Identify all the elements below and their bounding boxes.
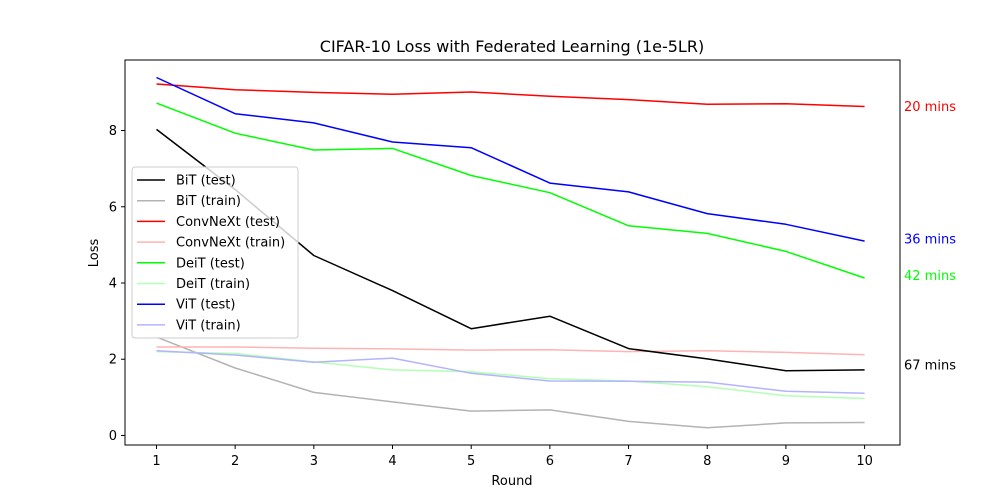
x-tick-label: 1	[152, 454, 160, 469]
y-axis-ticks: 0 2 4 6 8	[109, 124, 125, 444]
runtime-annotation: 36 mins	[904, 232, 956, 247]
y-tick-label: 4	[109, 276, 117, 291]
runtime-annotation: 67 mins	[904, 358, 956, 373]
x-tick-label: 2	[231, 454, 239, 469]
x-axis-label: Round	[491, 474, 532, 489]
chart-title: CIFAR-10 Loss with Federated Learning (1…	[320, 37, 704, 56]
y-tick-label: 8	[109, 124, 117, 139]
runtime-annotation: 20 mins	[904, 100, 956, 115]
series-lines	[156, 76, 865, 429]
legend-label: DeiT (test)	[176, 256, 245, 271]
legend-label: ConvNeXt (test)	[176, 215, 280, 230]
legend-items: BiT (test) BiT (train) ConvNeXt (test) Conv…	[137, 174, 285, 333]
series-line-vit-test	[156, 76, 865, 242]
series-line-deit-test	[156, 102, 865, 279]
x-tick-label: 8	[703, 454, 711, 469]
x-tick-label: 10	[856, 454, 873, 469]
y-tick-label: 6	[109, 200, 117, 215]
y-tick-label: 2	[109, 353, 117, 368]
x-tick-label: 7	[624, 454, 632, 469]
x-tick-label: 9	[782, 454, 790, 469]
series-line-convnext-test	[156, 83, 865, 108]
legend-box	[131, 166, 299, 339]
x-axis-ticks: 1 2 3 4 5 6 7 8 9 10	[152, 445, 873, 469]
x-tick-label: 3	[310, 454, 318, 469]
series-line-bit-train	[156, 336, 865, 429]
series-line-convnext-train	[156, 346, 865, 356]
y-tick-label: 0	[109, 429, 117, 444]
legend: BiT (test) BiT (train) ConvNeXt (test) Conv…	[131, 166, 299, 339]
legend-label: ViT (train)	[176, 318, 241, 333]
series-line-deit-train	[156, 350, 865, 400]
legend-label: DeiT (train)	[176, 277, 250, 292]
plot-frame	[124, 59, 901, 446]
x-tick-label: 4	[388, 454, 396, 469]
legend-label: BiT (test)	[176, 174, 236, 189]
legend-label: BiT (train)	[176, 194, 241, 209]
x-tick-label: 5	[467, 454, 475, 469]
y-axis-label: Loss	[87, 239, 102, 268]
runtime-annotation: 42 mins	[904, 269, 956, 284]
x-tick-label: 6	[546, 454, 554, 469]
series-line-vit-train	[156, 350, 865, 394]
runtime-annotations: 20 mins 36 mins 42 mins 67 mins	[904, 100, 956, 373]
legend-label: ConvNeXt (train)	[176, 236, 285, 251]
legend-label: ViT (test)	[176, 298, 235, 313]
